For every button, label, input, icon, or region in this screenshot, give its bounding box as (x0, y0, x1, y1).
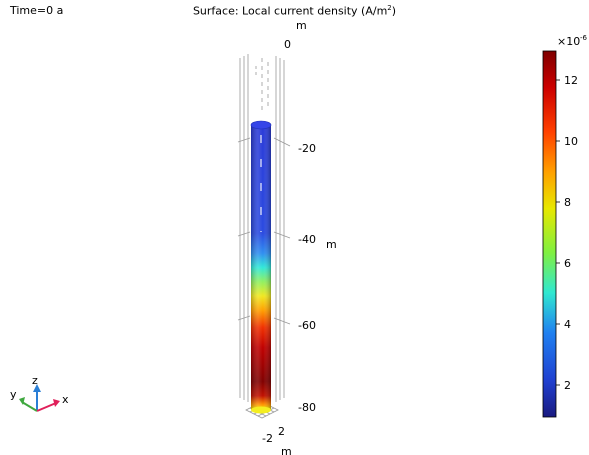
z-tick-80: -80 (298, 401, 316, 414)
triad-x-label: x (62, 393, 69, 406)
z-tick-0: 0 (284, 38, 291, 51)
x-tick: -2 (262, 432, 273, 445)
title-suffix: ) (391, 4, 397, 18)
colorbar-tick-10: 10 (564, 135, 578, 148)
z-tick-40: -40 (298, 233, 316, 246)
y-tick: 2 (278, 425, 285, 438)
z-unit-top: m (296, 19, 307, 32)
triad-y-label: y (10, 388, 17, 401)
title-text: Surface: Local current density (A/m (192, 4, 388, 18)
colorbar-tick-8: 8 (564, 196, 571, 209)
electrode-rod (250, 120, 272, 414)
colorbar-tick-12: 12 (564, 74, 578, 87)
orientation-triad: z y x (10, 374, 69, 412)
time-label: Time=0 a (10, 4, 64, 17)
z-unit-side: m (326, 238, 337, 251)
colorbar: 12 10 8 6 4 2 ×10 -6 (542, 34, 588, 418)
colorbar-tick-4: 4 (564, 318, 571, 331)
colorbar-exponent: -6 (580, 34, 588, 42)
z-tick-20: -20 (298, 142, 316, 155)
colorbar-tick-2: 2 (564, 379, 571, 392)
z-tick-60: -60 (298, 319, 316, 332)
colorbar-exponent-prefix: ×10 (557, 35, 580, 48)
x-unit-bottom: m (281, 445, 292, 455)
title-exponent: 2 (387, 4, 392, 12)
colorbar-tick-6: 6 (564, 257, 571, 270)
plot-title: Surface: Local current density (A/m2) (0, 4, 589, 18)
triad-z-label: z (32, 374, 38, 387)
